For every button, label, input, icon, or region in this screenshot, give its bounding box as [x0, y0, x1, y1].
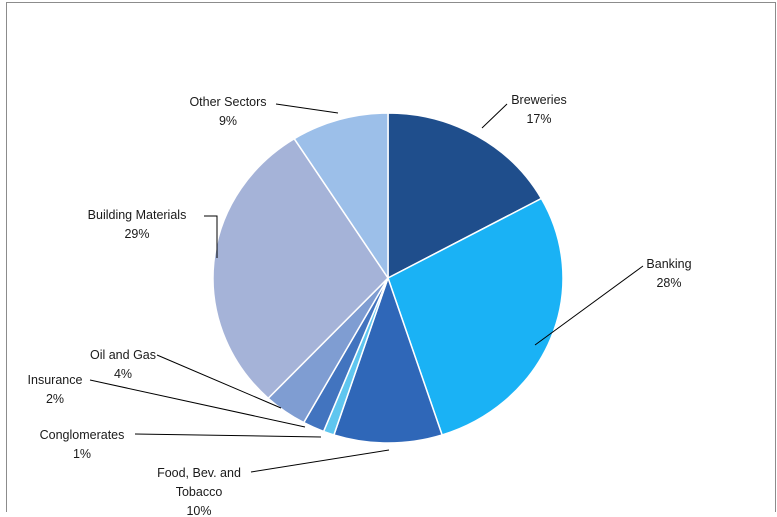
- slice-label-building-materials: Building Materials 29%: [88, 208, 187, 241]
- slice-label-food-bev-and-tobacco: Food, Bev. and Tobacco 10%: [157, 466, 241, 516]
- chart-frame: Breweries 17% Banking 28% Food, Bev. and Toba…: [6, 2, 776, 516]
- slice-label-conglomerates: Conglomerates 1%: [40, 428, 125, 461]
- slice-label-breweries: Breweries 17%: [511, 93, 567, 126]
- slice-labels: Breweries 17% Banking 28% Food, Bev. and Toba…: [28, 93, 692, 516]
- leader-line-breweries: [481, 103, 508, 129]
- leader-line-conglomerates: [134, 433, 322, 438]
- pie-slice-banking: [387, 197, 564, 436]
- pie-chart: Breweries 17% Banking 28% Food, Bev. and Toba…: [28, 93, 692, 516]
- leader-line-building-materials: [204, 215, 218, 258]
- leader-line-food-bev-and-tobacco: [250, 449, 390, 473]
- slice-label-other-sectors: Other Sectors 9%: [189, 95, 266, 128]
- leader-line-insurance: [89, 379, 306, 428]
- pie-slice-building-materials: [212, 137, 389, 400]
- leader-line-other-sectors: [275, 103, 339, 114]
- leader-lines: [89, 103, 644, 473]
- pie-slices: [212, 112, 564, 444]
- pie-slice-other-sectors: [293, 112, 389, 281]
- slice-label-insurance: Insurance 2%: [28, 373, 83, 406]
- leader-line-banking: [534, 265, 644, 346]
- slice-label-oil-and-gas: Oil and Gas 4%: [90, 348, 156, 381]
- slice-label-banking: Banking 28%: [646, 257, 691, 290]
- pie-slice-food-bev-and-tobacco: [332, 275, 444, 444]
- pie-slice-breweries: [387, 112, 543, 280]
- leader-line-oil-and-gas: [156, 354, 282, 409]
